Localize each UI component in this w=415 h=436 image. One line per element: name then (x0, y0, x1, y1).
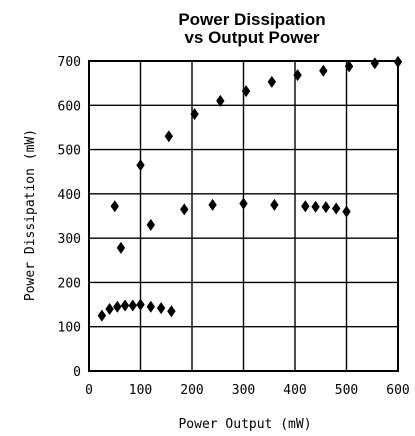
chart-title-line-2: vs Output Power (184, 28, 319, 47)
data-point-series-2 (241, 85, 251, 98)
data-point-series-1 (239, 197, 248, 210)
y-tick-label: 500 (58, 144, 81, 159)
data-point-series-0 (97, 309, 107, 322)
x-axis-ticks: 0 100 200 300 400 500 600 (85, 383, 410, 398)
y-axis-label: Power Dissipation (mW) (23, 129, 38, 301)
plot-frame (88, 60, 399, 372)
data-point-series-1 (146, 218, 155, 231)
data-point-series-2 (319, 64, 328, 77)
y-tick-label: 600 (58, 99, 81, 114)
x-tick-label: 100 (129, 383, 152, 398)
data-point-series-2 (216, 94, 225, 107)
data-point-series-0 (156, 302, 166, 315)
grid (88, 60, 399, 372)
data-point-series-2 (190, 108, 199, 121)
data-point-series-2 (393, 55, 403, 68)
data-point-series-0 (146, 300, 155, 313)
y-tick-label: 100 (58, 321, 81, 336)
data-point-series-1 (116, 241, 126, 254)
x-tick-label: 200 (180, 383, 203, 398)
data-point-series-1 (270, 198, 279, 211)
data-point-series-0 (128, 299, 137, 312)
data-point-series-2 (344, 60, 354, 73)
y-tick-label: 700 (58, 55, 81, 70)
data-point-series-0 (120, 299, 130, 312)
x-tick-label: 400 (283, 383, 306, 398)
data-point-series-0 (167, 305, 176, 318)
data-point-series-1 (332, 202, 341, 215)
data-point-series-1 (311, 200, 320, 213)
data-point-series-1 (180, 203, 189, 216)
y-tick-label: 200 (58, 276, 81, 291)
y-axis-ticks: 0 100 200 300 400 500 600 700 (58, 55, 81, 380)
data-point-series-1 (110, 200, 119, 213)
data-point-series-0 (113, 300, 122, 313)
x-tick-label: 600 (386, 383, 409, 398)
data-point-series-2 (267, 75, 277, 88)
data-point-series-2 (370, 57, 380, 70)
x-tick-label: 500 (335, 383, 358, 398)
y-tick-label: 400 (58, 188, 81, 203)
data-point-series-0 (136, 298, 145, 311)
data-point-series-1 (208, 198, 217, 211)
data-point-series-2 (136, 159, 145, 172)
data-point-series-2 (164, 130, 174, 143)
chart-title-line-1: Power Dissipation (178, 10, 325, 29)
data-point-series-1 (301, 200, 310, 213)
y-tick-label: 300 (58, 232, 81, 247)
x-tick-label: 300 (232, 383, 255, 398)
x-tick-label: 0 (85, 383, 93, 398)
data-point-series-1 (342, 205, 351, 218)
data-point-series-0 (105, 303, 114, 315)
x-axis-label: Power Output (mW) (178, 417, 311, 432)
data-point-series-2 (293, 69, 302, 82)
data-point-series-1 (321, 201, 331, 214)
y-tick-label: 0 (73, 365, 81, 380)
data-points (97, 55, 403, 322)
